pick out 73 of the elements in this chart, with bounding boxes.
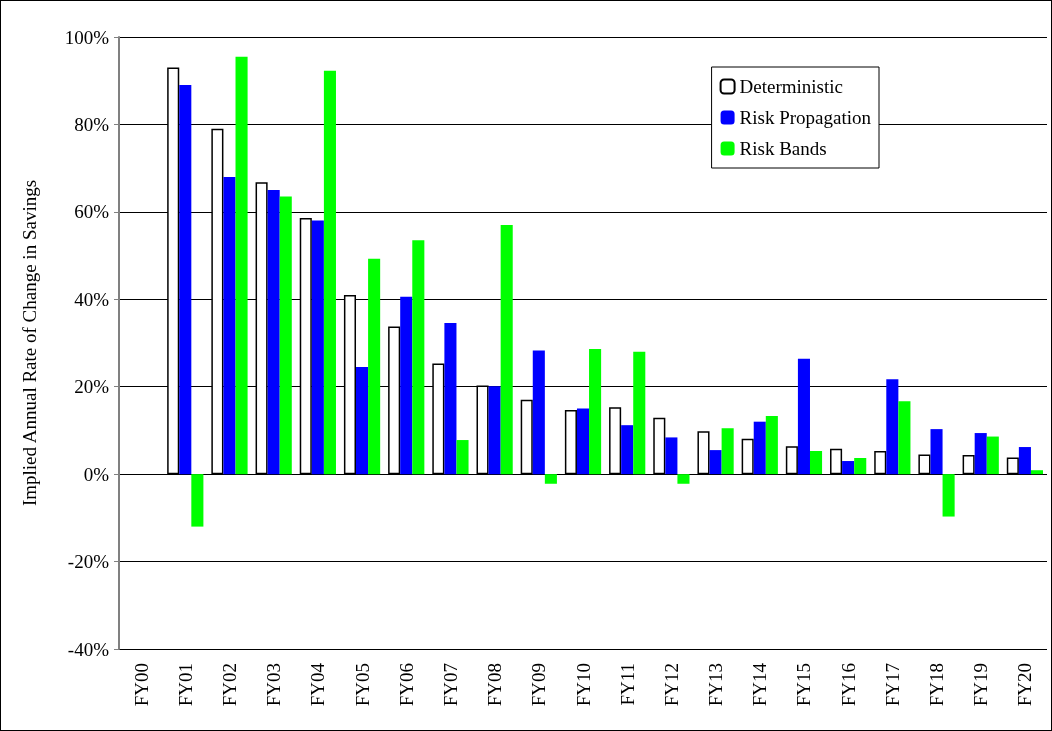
x-tick-label: FY18 bbox=[926, 663, 948, 707]
bar bbox=[986, 436, 999, 475]
bar bbox=[809, 450, 823, 475]
x-tick-label: FY10 bbox=[572, 663, 594, 707]
bar bbox=[311, 220, 324, 475]
bar bbox=[267, 190, 280, 475]
x-tick-label: FY06 bbox=[395, 663, 417, 707]
bar bbox=[356, 367, 369, 475]
bar bbox=[544, 474, 557, 484]
y-axis-title: Implied Annual Rate of Change in Savings bbox=[19, 179, 40, 507]
bar bbox=[456, 440, 469, 475]
bar bbox=[279, 196, 292, 475]
x-tick-label: FY20 bbox=[1014, 663, 1036, 707]
bar bbox=[500, 224, 513, 475]
bar bbox=[854, 457, 867, 475]
legend-label: Deterministic bbox=[739, 76, 844, 97]
x-tick-label: FY04 bbox=[307, 662, 329, 707]
y-tick-label: 80% bbox=[74, 113, 110, 135]
bar bbox=[532, 350, 545, 475]
bar bbox=[323, 70, 336, 475]
bar bbox=[974, 433, 987, 475]
bar bbox=[709, 450, 722, 475]
x-tick-label: FY01 bbox=[174, 663, 196, 707]
x-tick-label: FY19 bbox=[970, 663, 992, 707]
y-tick-label: 100% bbox=[64, 26, 110, 48]
x-tick-label: FY12 bbox=[660, 663, 682, 707]
bar bbox=[488, 386, 501, 475]
bar bbox=[930, 429, 943, 475]
y-tick-label: 0% bbox=[83, 463, 110, 485]
y-tick-label: -40% bbox=[67, 638, 110, 660]
y-tick-label: 20% bbox=[74, 376, 110, 398]
y-tick-label: 40% bbox=[74, 288, 110, 310]
bar bbox=[842, 461, 855, 475]
bar bbox=[412, 240, 425, 475]
y-tick-label: 60% bbox=[74, 201, 110, 223]
bar bbox=[942, 474, 955, 517]
x-tick-label: FY16 bbox=[837, 663, 859, 707]
x-tick-label: FY02 bbox=[218, 663, 240, 707]
x-tick-label: FY11 bbox=[616, 663, 638, 706]
bar bbox=[368, 258, 381, 475]
x-tick-label: FY00 bbox=[130, 663, 152, 707]
x-tick-label: FY05 bbox=[351, 663, 373, 707]
bar bbox=[235, 56, 248, 475]
bar bbox=[677, 474, 690, 484]
bar bbox=[621, 425, 634, 475]
bar bbox=[444, 322, 457, 475]
bar bbox=[1018, 447, 1031, 475]
bar bbox=[721, 428, 734, 475]
bar bbox=[1030, 470, 1044, 475]
legend-label: Risk Propagation bbox=[739, 107, 872, 128]
bar bbox=[886, 379, 899, 475]
bar bbox=[665, 437, 678, 475]
bar bbox=[898, 401, 911, 475]
x-tick-label: FY17 bbox=[881, 663, 903, 707]
y-tick-label: -20% bbox=[67, 551, 110, 573]
bar bbox=[400, 296, 413, 475]
x-tick-label: FY07 bbox=[439, 663, 461, 707]
bar bbox=[765, 416, 778, 475]
bar bbox=[191, 474, 204, 527]
bar bbox=[576, 408, 590, 475]
x-tick-label: FY03 bbox=[263, 663, 285, 707]
bar bbox=[797, 358, 810, 475]
bar bbox=[633, 351, 646, 475]
x-tick-label: FY13 bbox=[705, 663, 727, 707]
bar bbox=[589, 349, 602, 475]
bar bbox=[179, 85, 192, 475]
x-tick-label: FY09 bbox=[528, 663, 550, 707]
x-tick-label: FY14 bbox=[749, 662, 771, 707]
legend-label: Risk Bands bbox=[739, 138, 827, 159]
bar bbox=[223, 176, 236, 475]
x-tick-label: FY08 bbox=[484, 663, 506, 707]
bar bbox=[753, 421, 766, 475]
x-tick-label: FY15 bbox=[793, 663, 815, 707]
